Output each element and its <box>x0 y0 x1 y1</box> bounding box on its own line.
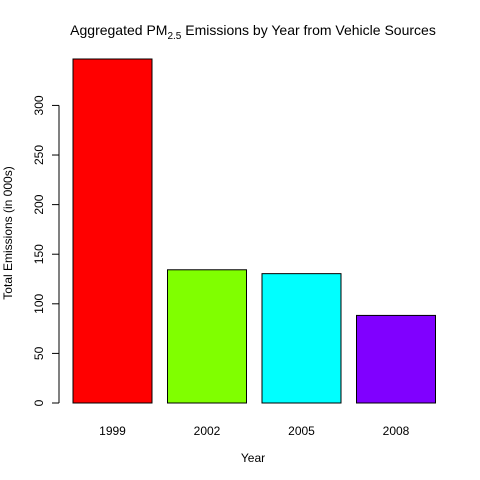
x-tick-label: 2005 <box>288 424 315 438</box>
y-tick-label: 0 <box>32 399 46 406</box>
x-axis-title: Year <box>241 451 265 465</box>
bars-group <box>72 58 436 404</box>
x-tick-label: 2008 <box>383 424 410 438</box>
y-tick-label: 200 <box>32 194 46 214</box>
y-tick-label: 50 <box>32 346 46 360</box>
y-tick-label: 100 <box>32 293 46 313</box>
chart-title-main: Aggregated PM <box>70 22 167 38</box>
chart-title-rest: Emissions by Year from Vehicle Sources <box>181 22 435 38</box>
y-tick-label: 300 <box>32 95 46 115</box>
chart-title: Aggregated PM2.5 Emissions by Year from … <box>70 22 436 42</box>
bar-2005 <box>261 273 342 404</box>
x-tick-label: 1999 <box>99 424 126 438</box>
bar-1999 <box>72 58 153 404</box>
y-axis-title: Total Emissions (in 000s) <box>1 166 15 299</box>
y-tick-label: 250 <box>32 145 46 165</box>
bar-2008 <box>356 314 436 404</box>
y-axis: 0 50 100 150 200 250 300 <box>32 95 60 406</box>
y-tick-label: 150 <box>32 244 46 264</box>
chart-title-subscript: 2.5 <box>167 31 181 42</box>
x-axis-labels: 1999 2002 2005 2008 <box>99 424 410 438</box>
x-tick-label: 2002 <box>194 424 221 438</box>
bar-2002 <box>167 269 247 404</box>
